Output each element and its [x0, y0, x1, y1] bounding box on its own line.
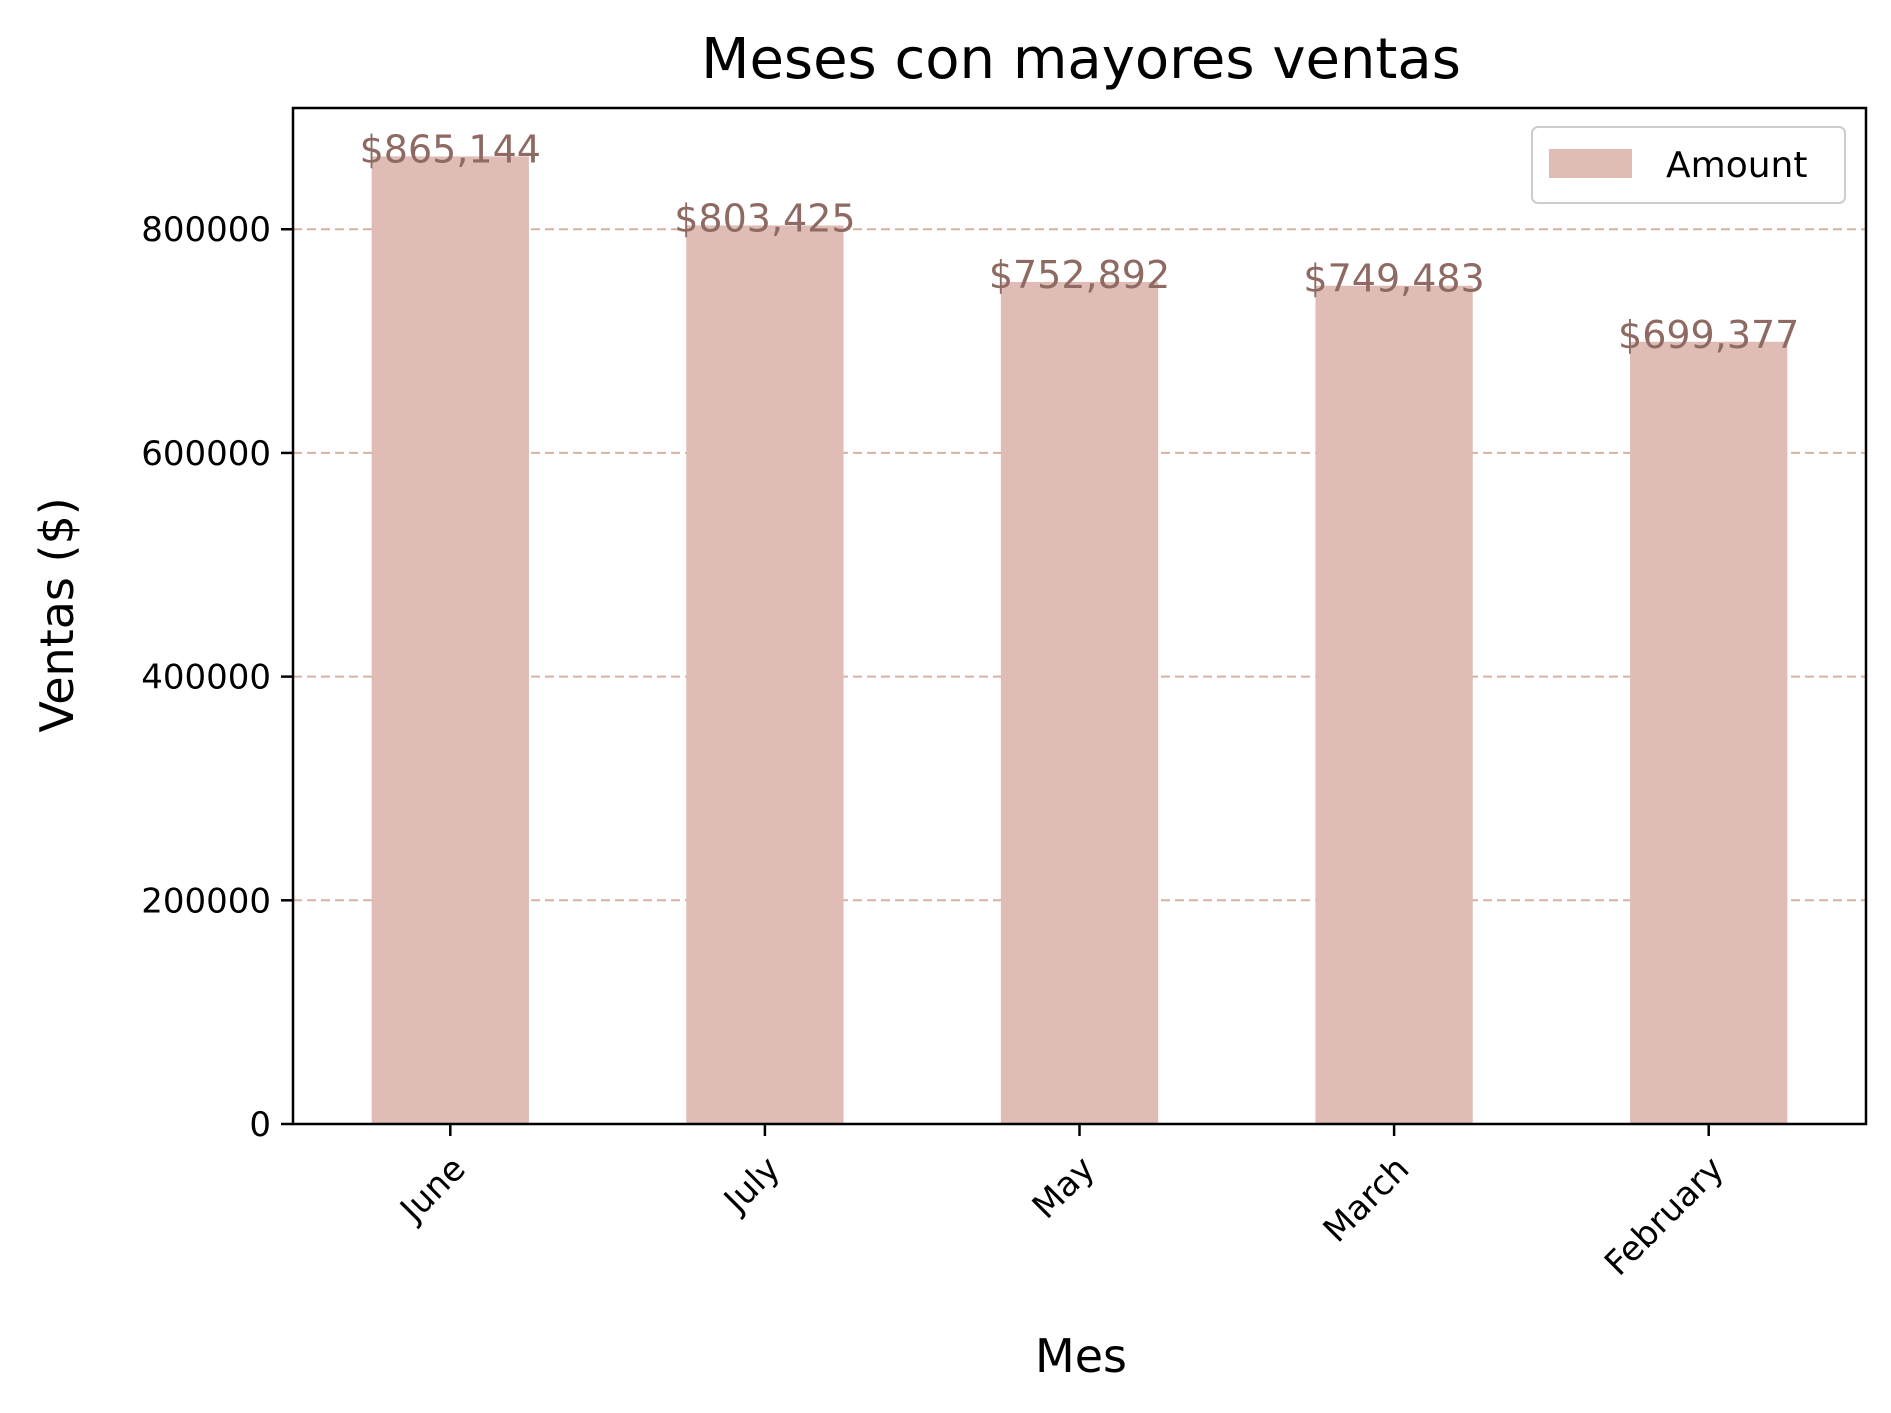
- y-tick-label: 400000: [141, 658, 271, 698]
- chart-title: Meses con mayores ventas: [701, 27, 1461, 92]
- data-label: $865,144: [360, 127, 541, 171]
- data-label: $752,892: [989, 253, 1170, 297]
- x-axis-ticks: June July May March February: [391, 1124, 1732, 1284]
- x-axis-label: Mes: [1035, 1329, 1127, 1383]
- data-label: $803,425: [674, 196, 855, 240]
- bar-july: [686, 225, 844, 1124]
- y-tick-label: 200000: [141, 881, 271, 921]
- data-label: $699,377: [1618, 313, 1799, 357]
- x-tick-label: March: [1316, 1149, 1418, 1251]
- y-tick-label: 800000: [141, 210, 271, 250]
- legend-swatch: [1549, 149, 1632, 178]
- legend-label-amount: Amount: [1666, 145, 1807, 186]
- bars: [371, 156, 1788, 1125]
- y-tick-label: 600000: [141, 434, 271, 474]
- data-label: $749,483: [1303, 257, 1484, 301]
- legend-box: [1531, 126, 1846, 204]
- legend: Amount: [1531, 126, 1846, 204]
- bar-february: [1630, 341, 1788, 1124]
- x-tick-label: February: [1597, 1149, 1732, 1284]
- y-tick-label: 0: [249, 1105, 271, 1145]
- bar-june: [371, 156, 529, 1124]
- bar-march: [1315, 285, 1473, 1124]
- y-axis-label: Ventas ($): [30, 497, 84, 732]
- data-labels: $865,144 $803,425 $752,892 $749,483 $699,377: [360, 127, 1800, 356]
- x-tick-label: July: [715, 1149, 788, 1222]
- bar-may: [1000, 281, 1159, 1125]
- x-tick-label: June: [391, 1149, 473, 1231]
- x-tick-label: May: [1025, 1149, 1103, 1227]
- y-axis-ticks: 0 200000 400000 600000 800000: [141, 210, 293, 1145]
